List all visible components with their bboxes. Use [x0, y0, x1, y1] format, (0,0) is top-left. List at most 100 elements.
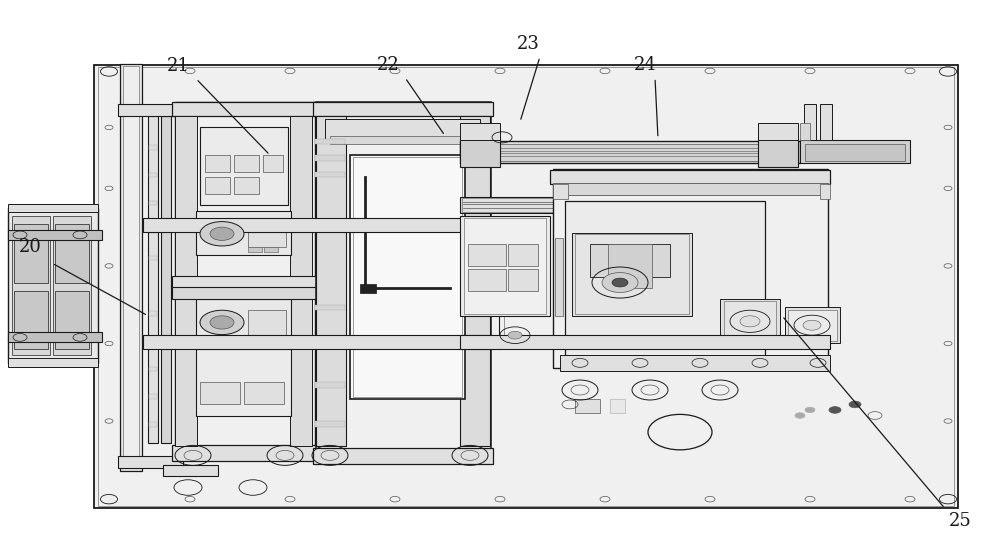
Bar	[460, 335, 830, 349]
Circle shape	[508, 331, 522, 339]
Bar	[205, 155, 230, 172]
Bar	[200, 127, 288, 205]
Text: 21: 21	[167, 58, 189, 75]
Bar	[149, 201, 157, 205]
Bar	[460, 116, 490, 446]
Bar	[175, 102, 315, 446]
Circle shape	[210, 227, 234, 240]
Bar	[788, 310, 837, 341]
Bar	[8, 332, 102, 342]
Bar	[248, 310, 286, 335]
Bar	[553, 184, 568, 199]
Bar	[460, 137, 500, 167]
Text: 22: 22	[377, 57, 399, 74]
Circle shape	[805, 407, 815, 413]
Text: 24: 24	[634, 57, 656, 74]
Bar	[234, 177, 259, 194]
Bar	[468, 269, 506, 291]
Circle shape	[740, 316, 760, 327]
Bar	[353, 157, 462, 397]
Bar	[463, 144, 797, 161]
Bar	[118, 456, 183, 468]
Bar	[316, 102, 491, 463]
Bar	[53, 216, 91, 355]
Text: 25: 25	[949, 512, 971, 530]
Bar	[508, 244, 538, 266]
Bar	[800, 123, 810, 140]
Bar	[143, 335, 493, 349]
Bar	[590, 244, 670, 277]
Circle shape	[829, 407, 841, 413]
Bar	[316, 116, 346, 446]
Bar	[575, 399, 600, 413]
Circle shape	[200, 222, 244, 246]
Bar	[460, 141, 800, 163]
Bar	[315, 305, 345, 310]
Bar	[330, 136, 475, 144]
Bar	[315, 172, 345, 177]
Bar	[464, 218, 546, 314]
Bar	[785, 307, 840, 343]
Bar	[55, 291, 89, 349]
Bar	[315, 155, 345, 161]
Bar	[12, 216, 50, 355]
Bar	[800, 140, 910, 163]
Bar	[264, 247, 278, 252]
Bar	[8, 208, 98, 363]
Bar	[14, 291, 48, 349]
Text: 20: 20	[19, 238, 41, 255]
Bar	[205, 177, 230, 194]
Bar	[196, 299, 291, 343]
Bar	[460, 197, 805, 213]
Bar	[172, 445, 319, 461]
Bar	[172, 287, 319, 299]
Bar	[325, 119, 480, 138]
Bar	[724, 301, 776, 341]
Bar	[196, 349, 291, 416]
Bar	[8, 230, 102, 240]
Bar	[486, 274, 512, 284]
Bar	[313, 102, 493, 116]
Bar	[350, 155, 465, 399]
Bar	[149, 422, 157, 427]
Circle shape	[200, 310, 244, 335]
Bar	[608, 244, 652, 288]
Bar	[8, 204, 98, 212]
Bar	[149, 173, 157, 177]
Bar	[550, 170, 830, 184]
Bar	[148, 116, 158, 443]
Bar	[98, 67, 954, 506]
Bar	[486, 252, 512, 261]
Bar	[149, 228, 157, 233]
Bar	[8, 358, 98, 367]
Circle shape	[602, 273, 638, 293]
Bar	[313, 448, 493, 464]
Bar	[263, 155, 283, 172]
Bar	[172, 276, 319, 288]
Bar	[553, 169, 828, 368]
Bar	[143, 218, 493, 232]
Bar	[200, 382, 240, 404]
Bar	[14, 224, 48, 283]
Bar	[315, 343, 345, 349]
Circle shape	[795, 413, 805, 418]
Bar	[462, 198, 803, 212]
Bar	[94, 65, 958, 508]
Bar	[123, 66, 139, 468]
Bar	[149, 367, 157, 371]
Bar	[555, 238, 563, 316]
Circle shape	[803, 320, 821, 330]
Bar	[149, 145, 157, 150]
Bar	[120, 64, 142, 471]
Bar	[55, 224, 89, 283]
Bar	[315, 421, 345, 427]
Bar	[163, 465, 218, 476]
Bar	[161, 116, 171, 443]
Bar	[572, 233, 692, 316]
Bar	[565, 201, 765, 356]
Bar	[118, 104, 183, 116]
Bar	[248, 247, 262, 252]
Bar	[610, 399, 625, 413]
Bar	[149, 256, 157, 260]
Bar	[560, 355, 830, 371]
